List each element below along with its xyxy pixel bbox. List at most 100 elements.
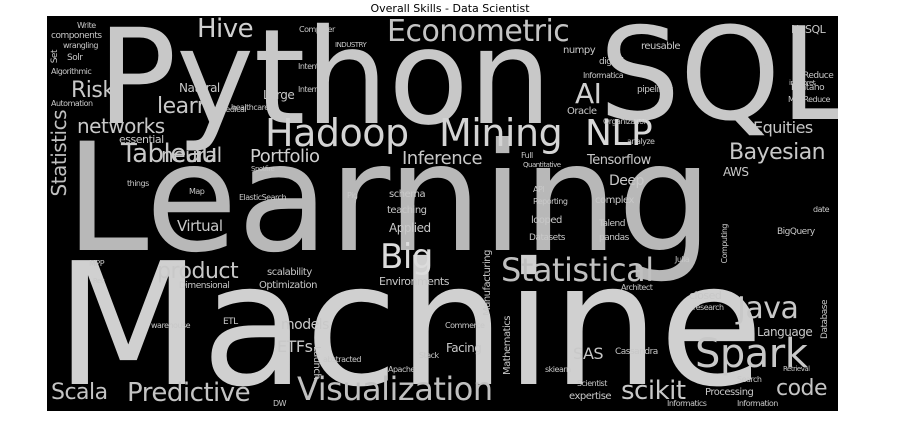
word-looped: looped (531, 215, 562, 226)
word-visualization: Visualization (297, 370, 493, 408)
word-language: Language (757, 325, 813, 339)
word-mapreduce: MapReduce (788, 95, 830, 104)
word-teaching: teaching (387, 205, 427, 216)
word-digital: digital (599, 57, 624, 67)
word-aws: AWS (723, 165, 749, 179)
word-virtual: Virtual (177, 217, 223, 235)
word-environments: Environments (379, 275, 449, 288)
word-bayesian: Bayesian (729, 140, 826, 165)
word-facing: Facing (446, 341, 482, 355)
word-healthcare: healthcare (231, 103, 269, 112)
word-solr: Solr (67, 53, 83, 63)
word-scikit: scikit (621, 376, 686, 406)
word-processing: Processing (705, 387, 754, 398)
word-etl: ETL (223, 317, 238, 327)
word-date: date (813, 205, 830, 214)
word-scalability: scalability (267, 267, 312, 278)
word-sas: SAS (573, 344, 604, 363)
word-computing: Computing (720, 224, 729, 264)
word-components: components (51, 31, 102, 41)
word-spark: Spark (695, 331, 808, 377)
word-java: Java (737, 291, 799, 326)
word-intent: Intent (298, 62, 319, 71)
word-networks: networks (77, 114, 165, 138)
word-nlp: NLP (585, 113, 653, 154)
word-apache: Apache (388, 365, 415, 374)
word-econometric: Econometric (387, 16, 570, 49)
word-julia: Julia (675, 255, 690, 264)
word-database: Database (820, 300, 830, 339)
word-manufacturing: Manufacturing (482, 250, 493, 316)
word-internet: Internet (298, 85, 326, 94)
word-api: API (533, 185, 545, 194)
word-tensorflow: Tensorflow (587, 153, 651, 168)
word-machine: Machine (55, 227, 764, 411)
word-mpp: MPP (89, 259, 105, 268)
word-complex: complex (595, 195, 634, 206)
word-natural: Natural (179, 81, 220, 95)
word-learn: learn (157, 94, 211, 119)
word-things: things (127, 179, 149, 188)
word-portfolio: Portfolio (250, 146, 320, 167)
word-algorithmic: Algorithmic (51, 67, 92, 76)
word-oracle: Oracle (567, 106, 597, 117)
word-reporting: Reporting (533, 197, 568, 206)
word-neural: neural (161, 143, 222, 167)
word-applied: Applied (389, 221, 431, 235)
word-architect: Architect (621, 283, 653, 292)
word-tableau: Tableau (121, 139, 218, 169)
word-map: Map (189, 187, 205, 196)
word-commerce: Commerce (445, 321, 485, 330)
word-sql: SQL (599, 16, 838, 150)
word-scientist: Scientist (577, 379, 607, 388)
word-hadoop: Hadoop (265, 111, 409, 155)
word-product: product (157, 259, 239, 284)
word-industry: INDUSTRY (335, 41, 367, 49)
word-pandas: pandas (599, 233, 629, 243)
word-organization: Organization (603, 117, 649, 126)
word-reusable: reusable (641, 41, 681, 52)
word-numpy: numpy (563, 45, 596, 56)
word-risk: Risk (71, 78, 115, 103)
word-predictive: Predictive (127, 378, 251, 408)
word-stack: Stack (419, 351, 439, 360)
word-spotfire: Spotfire (251, 165, 275, 173)
word-mining: Mining (439, 111, 563, 155)
word-informatica: Informatica (583, 71, 624, 80)
word-elasticsearch: ElasticSearch (239, 193, 287, 202)
word-computer: Computer (299, 25, 335, 34)
word-pipelines: pipelines (637, 85, 673, 95)
word-reduce: Reduce (803, 71, 834, 81)
word-equities: Equities (753, 118, 813, 137)
word-talend: Talend (599, 219, 625, 229)
word-cloud: Python SQL Learning Machine Hadoop Minin… (47, 16, 838, 411)
word-set: Set (50, 50, 60, 64)
word-bigquery: BigQuery (777, 227, 815, 237)
word-hive: Hive (197, 16, 254, 44)
word-skiearn: skiearn (545, 365, 571, 374)
word-inference: Inference (402, 148, 483, 169)
word-mathematics: Mathematics (502, 316, 513, 375)
word-full: Full (521, 151, 533, 160)
word-nosql: NoSQL (791, 23, 826, 36)
word-optimization: Optimization (259, 280, 317, 291)
word-abstracted: abstracted (323, 355, 362, 364)
word-warehouse: warehouse (151, 321, 191, 330)
word-models: models (281, 317, 329, 333)
word-statistical: Statistical (501, 251, 654, 289)
word-quantitative: Quantitative (523, 161, 561, 169)
word-research: research (693, 303, 724, 312)
word-pig: Pig (347, 191, 358, 200)
word-statistics: Statistics (47, 110, 71, 197)
word-medical: Medical (219, 105, 247, 114)
word-search: Search (737, 375, 762, 384)
word-closed: closed (689, 289, 722, 302)
word-dimensional: Dimensional (179, 281, 230, 291)
word-pentaho: Pentaho (791, 83, 825, 93)
word-deep: Deep (609, 173, 644, 189)
word-ai: AI (575, 77, 602, 110)
word-schema: schema (389, 189, 426, 200)
word-rec: Rec (93, 277, 105, 285)
word-cassandra: Cassandra (615, 347, 658, 357)
word-expertise: expertise (569, 391, 612, 402)
